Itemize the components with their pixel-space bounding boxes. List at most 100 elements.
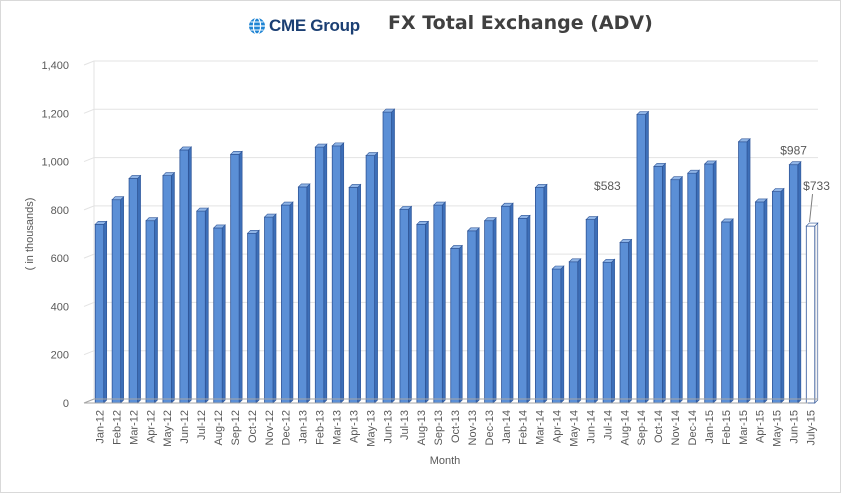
bar	[788, 160, 802, 404]
bar-top	[128, 175, 142, 179]
bar-top	[720, 218, 734, 223]
data-label: $987	[780, 144, 807, 158]
data-label: $583	[594, 179, 621, 193]
x-tick-label: Apr-14	[552, 410, 564, 443]
bar-front	[247, 232, 257, 404]
bar-side	[458, 244, 463, 404]
bar	[754, 198, 768, 404]
bar-top	[687, 169, 700, 174]
bar-side	[289, 201, 294, 404]
bar-top	[145, 217, 159, 222]
bar	[348, 183, 362, 404]
bar-front	[585, 219, 596, 404]
x-tick-label: Dec-14	[687, 410, 699, 445]
y-tick-label: 1,400	[41, 60, 69, 72]
bar-side	[357, 183, 361, 404]
bar	[500, 202, 514, 404]
bar-top	[466, 227, 480, 232]
bar-front	[721, 221, 731, 404]
x-tick-label: Jan-13	[298, 410, 310, 444]
data-labels: $583 $987 $733	[594, 144, 830, 223]
bar-front	[602, 261, 613, 404]
bar-front	[416, 223, 426, 404]
bar	[162, 171, 176, 404]
bar-front	[264, 216, 274, 404]
bar-top	[263, 213, 277, 218]
bar	[653, 162, 667, 404]
bar	[263, 213, 277, 404]
x-axis-title: Month	[430, 455, 461, 467]
bar-front	[670, 179, 680, 404]
bar	[280, 201, 294, 404]
bar-top	[551, 265, 565, 270]
bar-front	[162, 175, 172, 404]
bar-top	[585, 216, 599, 220]
bar-front	[619, 242, 629, 404]
bar-side	[408, 205, 412, 404]
bar-front	[331, 145, 342, 404]
x-tick-label: Sep-13	[433, 410, 445, 445]
bar-top	[534, 184, 548, 188]
bar-top	[670, 176, 684, 180]
bar-front	[145, 220, 155, 404]
bar-side	[137, 174, 141, 404]
bar-front	[348, 187, 359, 404]
x-tick-label: Nov-14	[670, 410, 682, 445]
bar	[314, 143, 328, 404]
bar-front	[467, 230, 477, 404]
bar-side	[780, 187, 785, 404]
bar-top	[365, 152, 379, 156]
bar-side	[763, 198, 768, 404]
y-axis-title: ( in thousands)	[24, 198, 36, 271]
x-tick-label: Nov-12	[264, 410, 276, 445]
bar-top	[94, 221, 108, 225]
x-tick-label: Mar-14	[535, 410, 547, 445]
bar-front	[382, 111, 392, 404]
bar-front	[568, 261, 579, 404]
bar-top	[653, 163, 667, 167]
bar-top	[602, 258, 616, 263]
bar	[534, 183, 548, 404]
bar-side	[797, 160, 802, 404]
bar-front	[450, 248, 460, 404]
bar-side	[272, 213, 277, 404]
x-tick-label: Jul-13	[399, 410, 411, 440]
bar-side	[695, 169, 700, 404]
bar	[365, 151, 379, 404]
bar-front	[179, 149, 189, 404]
x-tick-label: Jan-14	[501, 410, 513, 444]
bar-side	[577, 258, 582, 404]
bar	[568, 258, 582, 404]
bar	[466, 227, 480, 404]
bar-front	[230, 153, 240, 404]
bar-side	[171, 171, 175, 404]
bar	[771, 187, 785, 404]
bar-top	[619, 239, 633, 243]
bar	[229, 150, 243, 404]
bar	[483, 216, 497, 404]
x-tick-label: Mar-15	[738, 410, 750, 445]
bar-front	[805, 225, 816, 404]
bar-front	[636, 114, 646, 404]
bar-side	[323, 143, 328, 404]
bar	[94, 220, 108, 404]
x-tick-label: Oct-13	[450, 410, 462, 443]
bar	[416, 220, 430, 404]
bar-front	[738, 141, 748, 404]
bar-side	[560, 265, 565, 404]
bar-front	[755, 201, 765, 404]
bar	[246, 229, 260, 404]
x-tick-label: Aug-12	[213, 410, 225, 445]
bar-front	[551, 268, 562, 404]
bar-side	[120, 195, 124, 404]
bar-side	[594, 215, 598, 404]
bar-side	[340, 142, 345, 404]
bar-front	[501, 205, 511, 404]
x-tick-label: May-12	[162, 410, 174, 447]
bar	[602, 258, 616, 404]
bar-side	[814, 222, 819, 404]
bar-top	[314, 143, 328, 148]
bar-side	[425, 220, 429, 404]
y-tick-label: 1,000	[41, 157, 69, 169]
bar	[179, 146, 193, 404]
